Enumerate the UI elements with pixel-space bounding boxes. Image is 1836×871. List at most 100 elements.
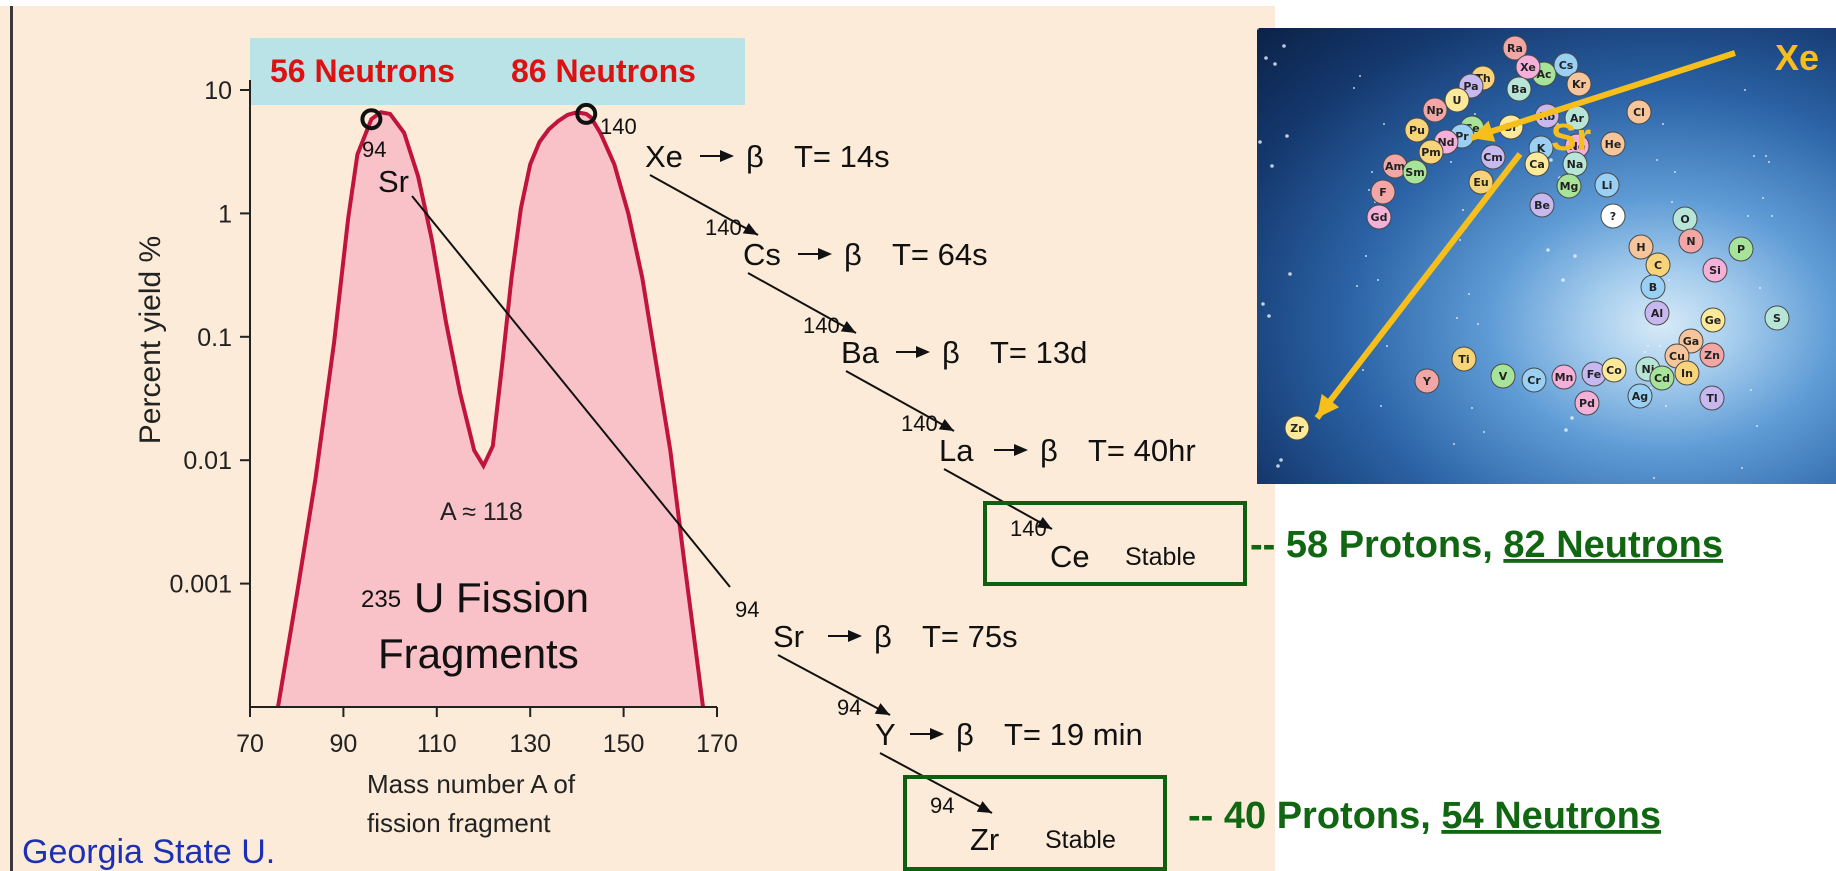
element-token — [1626, 99, 1652, 125]
ce-protons-note: -- 58 Protons, 82 Neutrons — [1250, 524, 1723, 566]
element-symbol: V — [1499, 370, 1508, 383]
element-symbol: Pu — [1409, 124, 1425, 137]
element-symbol: Ca — [1529, 158, 1545, 171]
x-tick-label: 150 — [603, 730, 645, 758]
star-dot — [1285, 134, 1289, 138]
star-dot — [1368, 189, 1370, 191]
star-dot — [1257, 28, 1259, 30]
star-dot — [1362, 369, 1364, 371]
element-token — [1414, 368, 1440, 394]
element-token — [1566, 71, 1592, 97]
element-symbol: Ga — [1683, 335, 1699, 348]
element-symbol: P — [1737, 243, 1745, 256]
star-dot — [1747, 215, 1749, 217]
decay-element: Sr — [773, 619, 804, 654]
chain-step-head — [840, 321, 856, 333]
yield-area — [278, 112, 703, 708]
element-token — [1422, 97, 1448, 123]
star-dot — [1267, 314, 1271, 318]
zr-element: Zr — [970, 822, 999, 857]
element-symbol: Pm — [1421, 146, 1441, 159]
element-symbol: Pd — [1579, 397, 1595, 410]
element-symbol: In — [1681, 367, 1693, 380]
element-token — [1553, 52, 1579, 78]
neutrons-right-label: 86 Neutrons — [511, 53, 696, 89]
element-token — [1551, 364, 1577, 390]
beta-symbol: β — [1040, 433, 1058, 468]
decay-mass: 94 — [735, 597, 759, 622]
star-dot — [1450, 161, 1452, 163]
element-symbol: Eu — [1473, 176, 1488, 189]
element-symbol: Xe — [1520, 61, 1536, 74]
star-dot — [1456, 317, 1458, 319]
beta-symbol: β — [746, 139, 764, 174]
element-symbol: He — [1605, 138, 1622, 151]
element-symbol: Y — [1422, 375, 1432, 388]
element-token — [1640, 274, 1666, 300]
element-token — [1284, 415, 1310, 441]
star-dot — [1471, 407, 1473, 409]
periodic-spiral-svg: RaThAcCsXePaUBaKrNpPuCePrNdRbSrArClAmPmS… — [1257, 28, 1819, 479]
yield-curve — [276, 110, 705, 708]
half-life: T= 75s — [922, 619, 1018, 654]
element-symbol: Tl — [1706, 392, 1717, 405]
star-dot — [1356, 285, 1358, 287]
element-symbol: Pr — [1455, 130, 1469, 143]
element-token — [1451, 346, 1477, 372]
x-tick-label: 70 — [236, 730, 264, 758]
decay-arrow-head — [916, 346, 930, 358]
element-token — [1649, 365, 1675, 391]
ce-status: Stable — [1125, 543, 1196, 571]
element-token — [1370, 179, 1396, 205]
star-dot — [1365, 255, 1367, 257]
element-symbol: Mn — [1555, 371, 1574, 384]
chain-step-line — [747, 272, 857, 334]
star-dot — [1570, 416, 1574, 420]
star-dot — [1477, 323, 1479, 325]
star-dot — [1377, 279, 1379, 281]
element-symbol: H — [1636, 241, 1645, 254]
element-symbol: Cm — [1483, 151, 1503, 164]
element-symbol: Be — [1534, 199, 1550, 212]
chain-step-head — [742, 223, 758, 235]
star-dot — [1753, 155, 1755, 157]
decay-arrow-head — [818, 248, 832, 260]
zr-status: Stable — [1045, 826, 1116, 854]
zr-note-neutrons: 54 Neutrons — [1441, 795, 1661, 837]
element-token — [1556, 173, 1582, 199]
pointer-arrow-line — [1314, 152, 1523, 420]
element-symbol: ? — [1610, 210, 1616, 223]
element-symbol: Ra — [1507, 42, 1523, 55]
decay-arrow-head — [1014, 444, 1028, 456]
element-symbol: F — [1379, 186, 1387, 199]
star-dot — [1561, 278, 1565, 282]
pointer-arrow-head — [1317, 393, 1340, 418]
star-dot — [1383, 123, 1385, 125]
element-token — [1601, 357, 1627, 383]
star-dot — [1273, 62, 1277, 66]
x-tick-label: 130 — [509, 730, 551, 758]
star-dot — [1453, 443, 1455, 445]
x-axis-label-line2: fission fragment — [367, 808, 551, 838]
decay-arrow-head — [848, 630, 862, 642]
star-dot — [1459, 239, 1461, 241]
element-token — [1468, 169, 1494, 195]
decay-element: Y — [875, 717, 896, 752]
decay-mass: 140 — [803, 313, 840, 338]
star-dot — [1750, 389, 1752, 391]
peak-marker — [575, 102, 598, 125]
star-dot — [1759, 287, 1761, 289]
star-dot — [1662, 123, 1664, 125]
star-dot — [1270, 164, 1274, 168]
peak1-mass-label: 94 — [362, 137, 386, 162]
decay-arrow-head — [720, 150, 734, 162]
element-token — [1728, 236, 1754, 262]
ce-stable-box — [983, 501, 1247, 586]
fragment-label-superscript: 235 — [361, 586, 401, 613]
zr-protons-note: -- 40 Protons, 54 Neutrons — [1188, 795, 1661, 837]
sr-decay-chain: 94 Sr β T= 75s 94 Y β T= 19 min — [735, 597, 1143, 814]
element-token — [1404, 117, 1430, 143]
zr-stable-box — [903, 775, 1167, 871]
element-symbol: Zn — [1704, 349, 1720, 362]
star-dot — [1744, 89, 1746, 91]
